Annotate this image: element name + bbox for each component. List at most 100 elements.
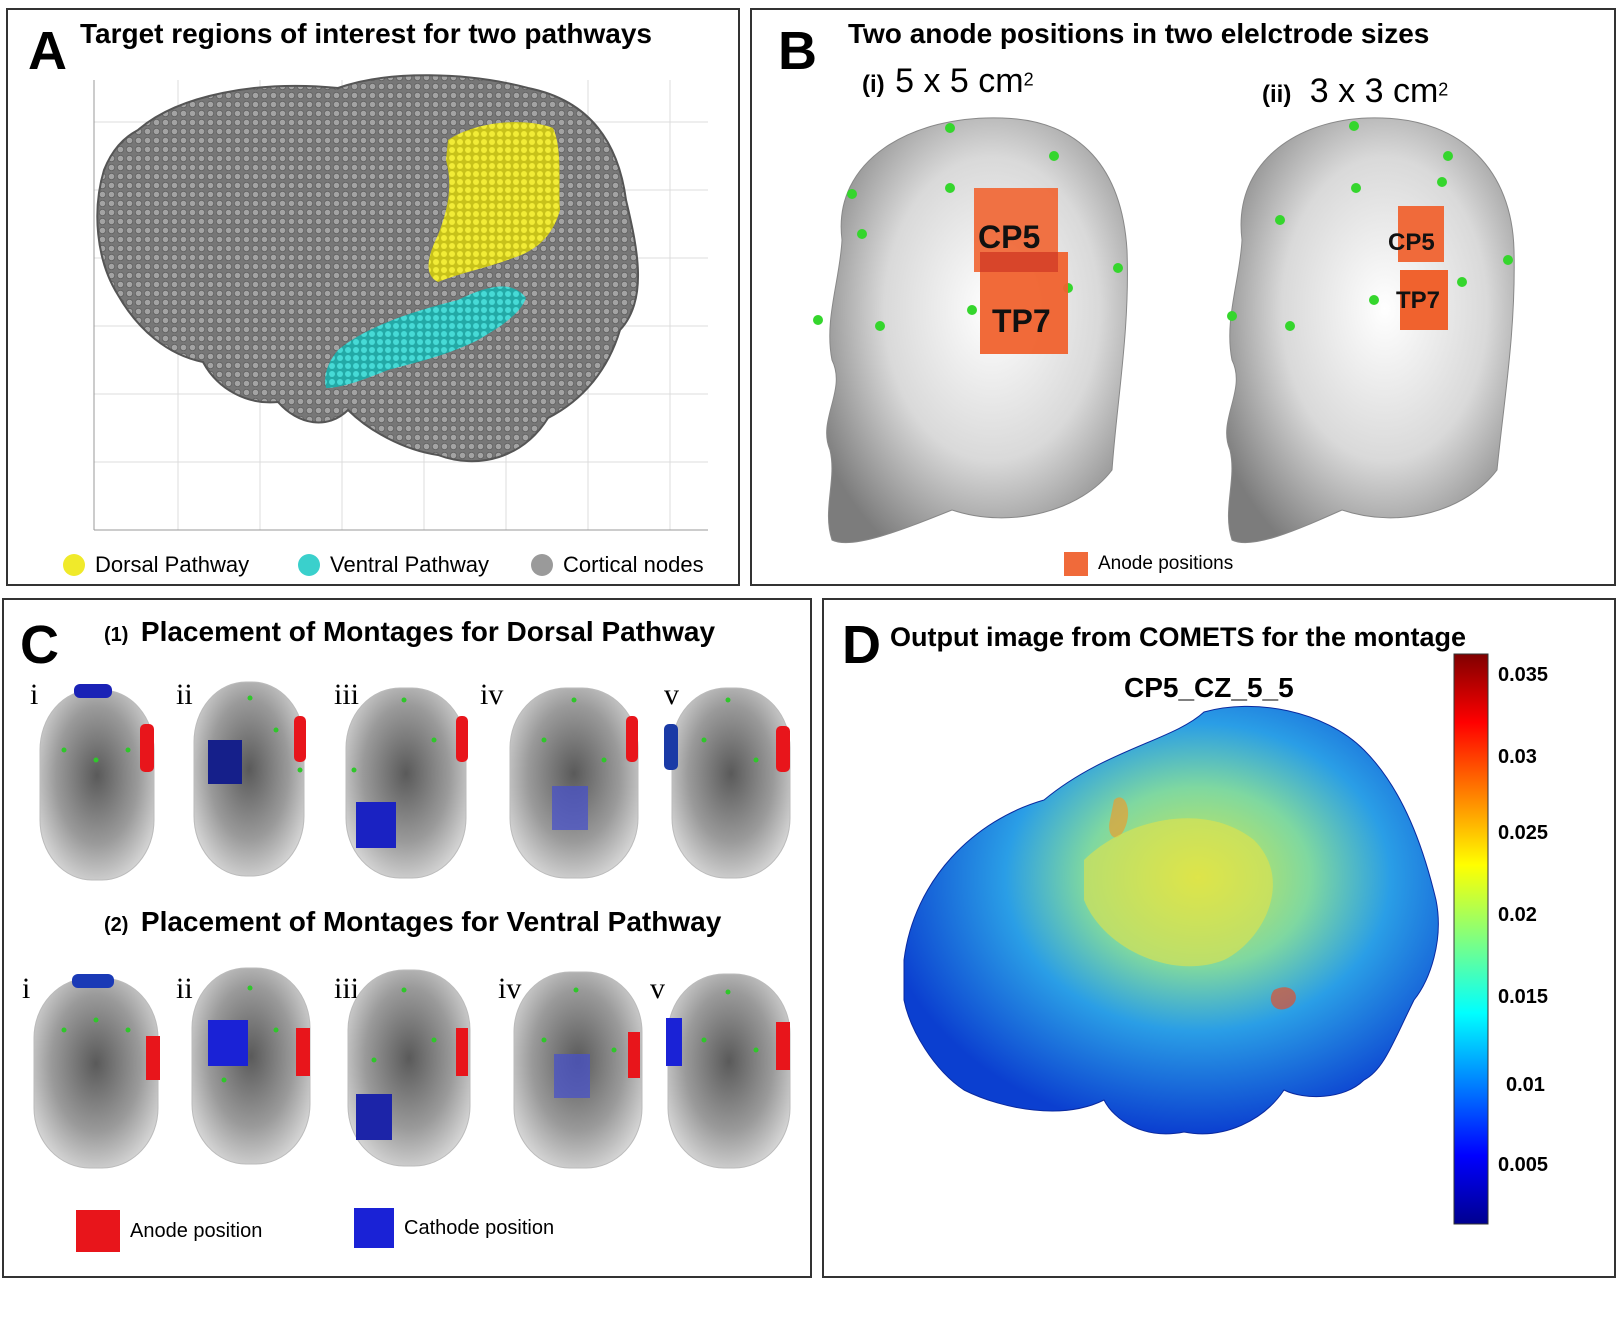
anode-1-iv bbox=[626, 716, 638, 762]
legend-cathode-c-label: Cathode position bbox=[404, 1216, 555, 1239]
legend-ventral-label: Ventral Pathway bbox=[330, 552, 489, 577]
cathode-2-iv bbox=[554, 1054, 590, 1098]
cp5-label-large: CP5 bbox=[978, 219, 1040, 255]
legend-anode-c: Anode position bbox=[76, 1210, 262, 1252]
row2-title: Placement of Montages for Ventral Pathwa… bbox=[140, 906, 722, 937]
tp7-label-large: TP7 bbox=[992, 303, 1051, 339]
eeg-sensors bbox=[813, 121, 1513, 331]
cathode-1-ii bbox=[208, 740, 242, 784]
anode-1-i bbox=[140, 724, 154, 772]
legend-ventral: Ventral Pathway bbox=[298, 552, 489, 578]
field-hotspot bbox=[1109, 797, 1129, 838]
montage-1-i: i bbox=[30, 678, 39, 711]
brain-node-plot bbox=[93, 74, 708, 531]
montage-2-ii: ii bbox=[176, 972, 193, 1005]
panel-c-label: C bbox=[20, 615, 59, 675]
ventral-region bbox=[325, 286, 526, 388]
legend-cortical: Cortical nodes bbox=[531, 552, 704, 578]
legend-cathode-c: Cathode position bbox=[354, 1208, 554, 1248]
panel-d-label: D bbox=[842, 615, 881, 675]
anode-1-ii bbox=[294, 716, 306, 762]
dorsal-region bbox=[428, 122, 560, 282]
anode-cp5-small bbox=[1398, 206, 1444, 262]
size-ii-number: (ii) bbox=[1262, 81, 1292, 108]
colorbar-tick-4: 0.02 bbox=[1498, 904, 1537, 926]
panel-b-label: B bbox=[778, 21, 817, 81]
row1-number: (1) bbox=[104, 624, 129, 646]
anode-2-iv bbox=[628, 1032, 640, 1078]
dorsal-swatch bbox=[63, 554, 85, 576]
head-models: CP5 TP7 CP5 TP7 bbox=[813, 117, 1515, 544]
montage-2-iv: iv bbox=[498, 972, 522, 1005]
panel-a-label: A bbox=[28, 21, 67, 81]
size-ii-value: 3 x 3 cm bbox=[1309, 72, 1439, 110]
size-ii-sup: 2 bbox=[1438, 79, 1449, 100]
size-i-value: 5 x 5 cm bbox=[895, 62, 1024, 100]
colorbar-tick-2: 0.03 bbox=[1498, 746, 1537, 768]
legend-dorsal-label: Dorsal Pathway bbox=[95, 552, 250, 577]
montage-2-i: i bbox=[22, 972, 31, 1005]
row1-heads bbox=[39, 681, 791, 881]
panel-a: A Target regions of interest for two pat… bbox=[6, 8, 740, 586]
head-model-small bbox=[1226, 117, 1515, 544]
anode-2-iii bbox=[456, 1028, 468, 1076]
montage-1-iv: iv bbox=[480, 678, 504, 711]
size-i-number: (i) bbox=[862, 71, 885, 98]
legend-anode-b-label: Anode positions bbox=[1098, 553, 1234, 574]
field-yellow bbox=[1084, 818, 1273, 967]
row2-number: (2) bbox=[104, 914, 129, 936]
row1-title: Placement of Montages for Dorsal Pathway bbox=[140, 616, 716, 647]
colorbar-tick-5: 0.015 bbox=[1498, 986, 1549, 1008]
anode-overlap bbox=[980, 252, 1058, 272]
size-i-label: (i) 5 x 5 cm2 bbox=[862, 62, 1034, 101]
anode-2-ii bbox=[296, 1028, 310, 1076]
anode-1-v bbox=[776, 726, 790, 772]
colorbar-tick-3: 0.025 bbox=[1498, 822, 1549, 844]
montage-sensors bbox=[61, 695, 759, 1083]
montage-2-iii: iii bbox=[334, 972, 360, 1005]
colorbar-tick-7: 0.005 bbox=[1498, 1154, 1549, 1176]
comets-output bbox=[903, 653, 1489, 1225]
cathode-2-v bbox=[666, 1018, 682, 1066]
montage-1-iii: iii bbox=[334, 678, 360, 711]
panel-b: B Two anode positions in two elelctrode … bbox=[750, 8, 1616, 586]
legend-dorsal: Dorsal Pathway bbox=[63, 552, 249, 578]
legend-cortical-label: Cortical nodes bbox=[563, 552, 704, 577]
row1-heading: (1) Placement of Montages for Dorsal Pat… bbox=[104, 616, 715, 648]
anode-tp7-small bbox=[1400, 270, 1448, 330]
colorbar-tick-6: 0.01 bbox=[1506, 1074, 1545, 1096]
size-ii-label: (ii) 3 x 3 cm2 bbox=[1262, 72, 1448, 111]
anode-b-swatch bbox=[1064, 552, 1088, 576]
cp5-label-small: CP5 bbox=[1388, 229, 1435, 256]
cathode-1-iv bbox=[552, 786, 588, 830]
panel-d: D Output image from COMETS for the monta… bbox=[822, 598, 1616, 1278]
head-model-large bbox=[826, 117, 1128, 544]
panel-d-title: Output image from COMETS for the montage bbox=[890, 622, 1467, 652]
cathode-2-iii bbox=[356, 1094, 392, 1140]
field-hotspot-2 bbox=[1270, 987, 1296, 1010]
panel-c: C (1) Placement of Montages for Dorsal P… bbox=[2, 598, 812, 1278]
montage-name: CP5_CZ_5_5 bbox=[1124, 672, 1294, 703]
legend-anode-c-label: Anode position bbox=[130, 1219, 263, 1242]
montage-1-ii: ii bbox=[176, 678, 193, 711]
cathode-c-swatch bbox=[354, 1208, 394, 1248]
colorbar-tick-1: 0.035 bbox=[1498, 664, 1549, 686]
cathode-2-i bbox=[72, 974, 114, 988]
tp7-label-small: TP7 bbox=[1396, 287, 1440, 314]
cathode-1-iii bbox=[356, 802, 396, 848]
montage-1-v: v bbox=[664, 678, 679, 711]
size-i-sup: 2 bbox=[1023, 69, 1034, 90]
colorbar bbox=[1453, 653, 1489, 1225]
row2-heading: (2) Placement of Montages for Ventral Pa… bbox=[104, 906, 721, 938]
anode-c-swatch bbox=[76, 1210, 120, 1252]
cathode-1-v bbox=[664, 724, 678, 770]
panel-a-title: Target regions of interest for two pathw… bbox=[80, 18, 653, 49]
montage-2-v: v bbox=[650, 972, 665, 1005]
anode-1-iii bbox=[456, 716, 468, 762]
cortical-swatch bbox=[531, 554, 553, 576]
cathode-2-ii bbox=[208, 1020, 248, 1066]
anode-2-i bbox=[146, 1036, 160, 1080]
cathode-1-i bbox=[74, 684, 112, 698]
panel-b-title: Two anode positions in two elelctrode si… bbox=[848, 18, 1430, 49]
legend-anode-b: Anode positions bbox=[1064, 552, 1233, 576]
